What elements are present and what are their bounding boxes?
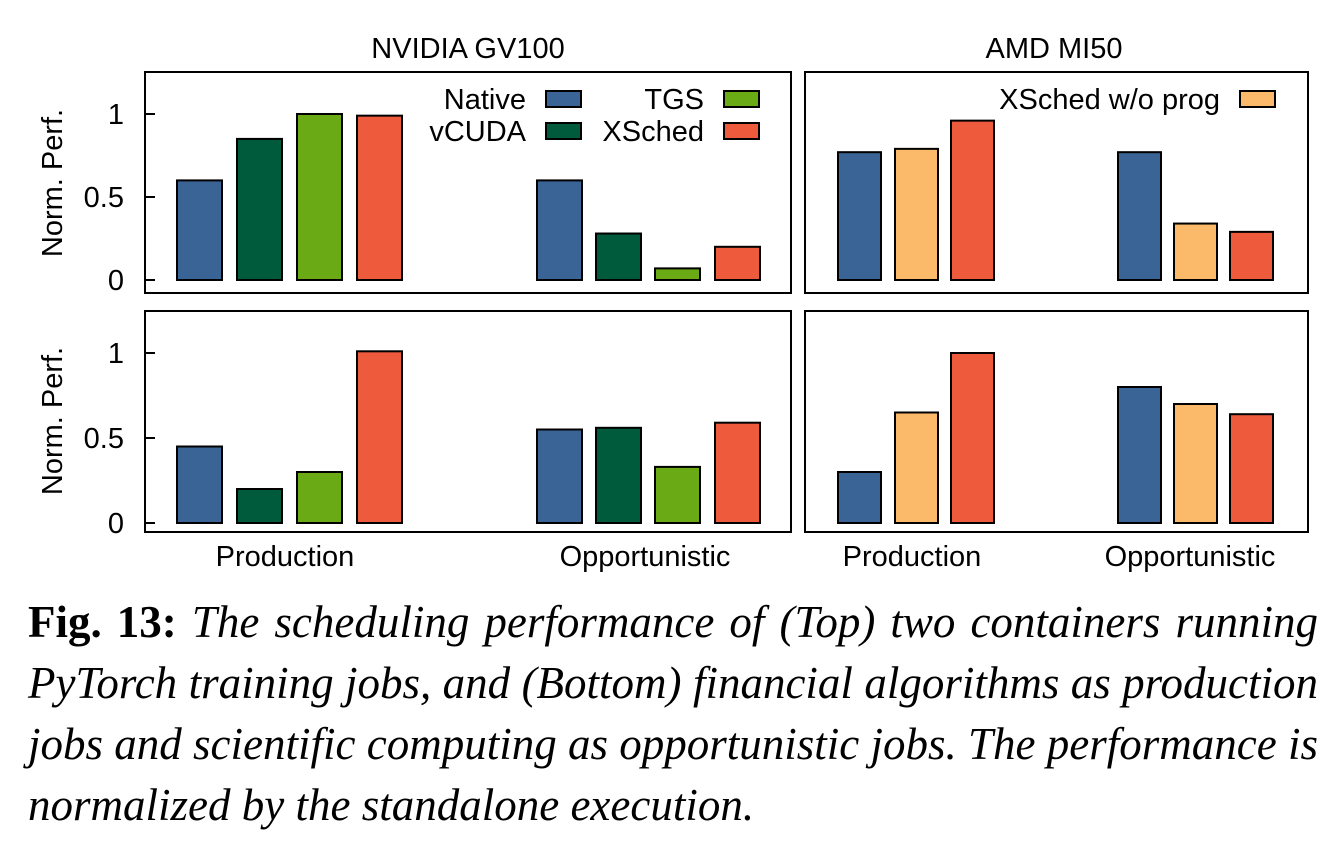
legend-label-native: Native	[444, 84, 526, 116]
bar-top-left-native-production	[176, 179, 223, 281]
bar-bottom-left-xsched-opportunistic	[714, 421, 761, 525]
bar-top-left-vcuda-production	[236, 137, 283, 281]
bar-top-left-vcuda-opportunistic	[595, 232, 642, 282]
bar-bottom-right-xsched-w-o-prog-opportunistic	[1173, 403, 1218, 524]
figure-13: NVIDIA GV100 AMD MI50 Norm. Perf. Norm. …	[37, 33, 1309, 573]
legend-label-tgs: TGS	[644, 84, 704, 116]
bar-top-right-native-production	[837, 151, 882, 281]
bar-top-left-tgs-opportunistic	[654, 267, 701, 282]
bar-bottom-right-xsched-production	[950, 352, 995, 524]
bar-bottom-left-native-production	[176, 445, 223, 524]
y-tick-label: 0	[108, 508, 124, 540]
bar-bottom-right-native-opportunistic	[1117, 386, 1162, 524]
legend-label-xsched-wo-prog: XSched w/o prog	[999, 84, 1220, 116]
bar-bottom-left-tgs-opportunistic	[654, 465, 701, 524]
y-axis-label-top: Norm. Perf.	[37, 109, 69, 257]
legend-swatch-xsched	[723, 122, 760, 140]
legend-swatch-native	[545, 90, 582, 108]
y-tick-label: 0	[108, 265, 124, 297]
bar-top-left-xsched-opportunistic	[714, 245, 761, 282]
bar-bottom-right-xsched-opportunistic	[1229, 413, 1274, 525]
panel-frame-top-right	[804, 71, 1309, 294]
y-ticks-top: 0 0.5 1	[84, 99, 155, 297]
caption-text: The scheduling performance of (Top) two …	[28, 597, 1318, 830]
y-tick-label: 0.5	[84, 423, 124, 455]
legend-label-xsched: XSched	[602, 116, 704, 148]
bar-top-right-xsched-opportunistic	[1229, 230, 1274, 281]
bar-bottom-left-tgs-production	[296, 471, 343, 524]
legend-amd: XSched w/o prog	[999, 84, 1276, 116]
bar-top-left-tgs-production	[296, 113, 343, 281]
x-tick-label-production-left: Production	[216, 541, 355, 573]
panel-frame-bottom-left	[144, 310, 792, 533]
y-tick-label: 1	[108, 338, 124, 370]
y-axis-label-bottom: Norm. Perf.	[37, 347, 69, 495]
bars-layer	[176, 113, 1274, 525]
bar-top-right-xsched-w-o-prog-production	[894, 147, 939, 281]
bar-top-right-xsched-production	[950, 119, 995, 281]
bar-top-left-xsched-production	[356, 114, 403, 281]
x-tick-label-production-right: Production	[843, 541, 982, 573]
legend-swatch-tgs	[723, 90, 760, 108]
legend-label-vcuda: vCUDA	[429, 116, 526, 148]
bar-bottom-left-vcuda-production	[236, 488, 283, 524]
bar-top-right-native-opportunistic	[1117, 151, 1162, 281]
y-ticks-bottom: 0 0.5 1	[84, 338, 155, 540]
bar-top-right-xsched-w-o-prog-opportunistic	[1173, 222, 1218, 281]
bar-bottom-left-xsched-production	[356, 350, 403, 524]
legend-nvidia: Native vCUDA TGS XSched	[429, 84, 760, 148]
bar-bottom-left-vcuda-opportunistic	[595, 426, 642, 524]
x-tick-label-opportunistic-left: Opportunistic	[560, 541, 731, 573]
legend-swatch-xsched-wo-prog	[1239, 90, 1276, 108]
bar-bottom-right-native-production	[837, 471, 882, 524]
bar-bottom-right-xsched-w-o-prog-production	[894, 411, 939, 524]
y-tick-label: 0.5	[84, 182, 124, 214]
panel-title-nvidia: NVIDIA GV100	[371, 33, 564, 65]
legend-swatch-vcuda	[545, 122, 582, 140]
bar-top-left-native-opportunistic	[536, 179, 583, 281]
figure-caption: Fig. 13: The scheduling performance of (…	[28, 592, 1318, 836]
bar-bottom-left-native-opportunistic	[536, 428, 583, 524]
y-tick-label: 1	[108, 99, 124, 131]
panel-title-amd: AMD MI50	[986, 33, 1123, 65]
panel-frame-top-left	[144, 71, 792, 294]
x-tick-label-opportunistic-right: Opportunistic	[1105, 541, 1276, 573]
panel-frame-bottom-right	[804, 310, 1309, 533]
caption-label: Fig. 13:	[28, 597, 177, 647]
